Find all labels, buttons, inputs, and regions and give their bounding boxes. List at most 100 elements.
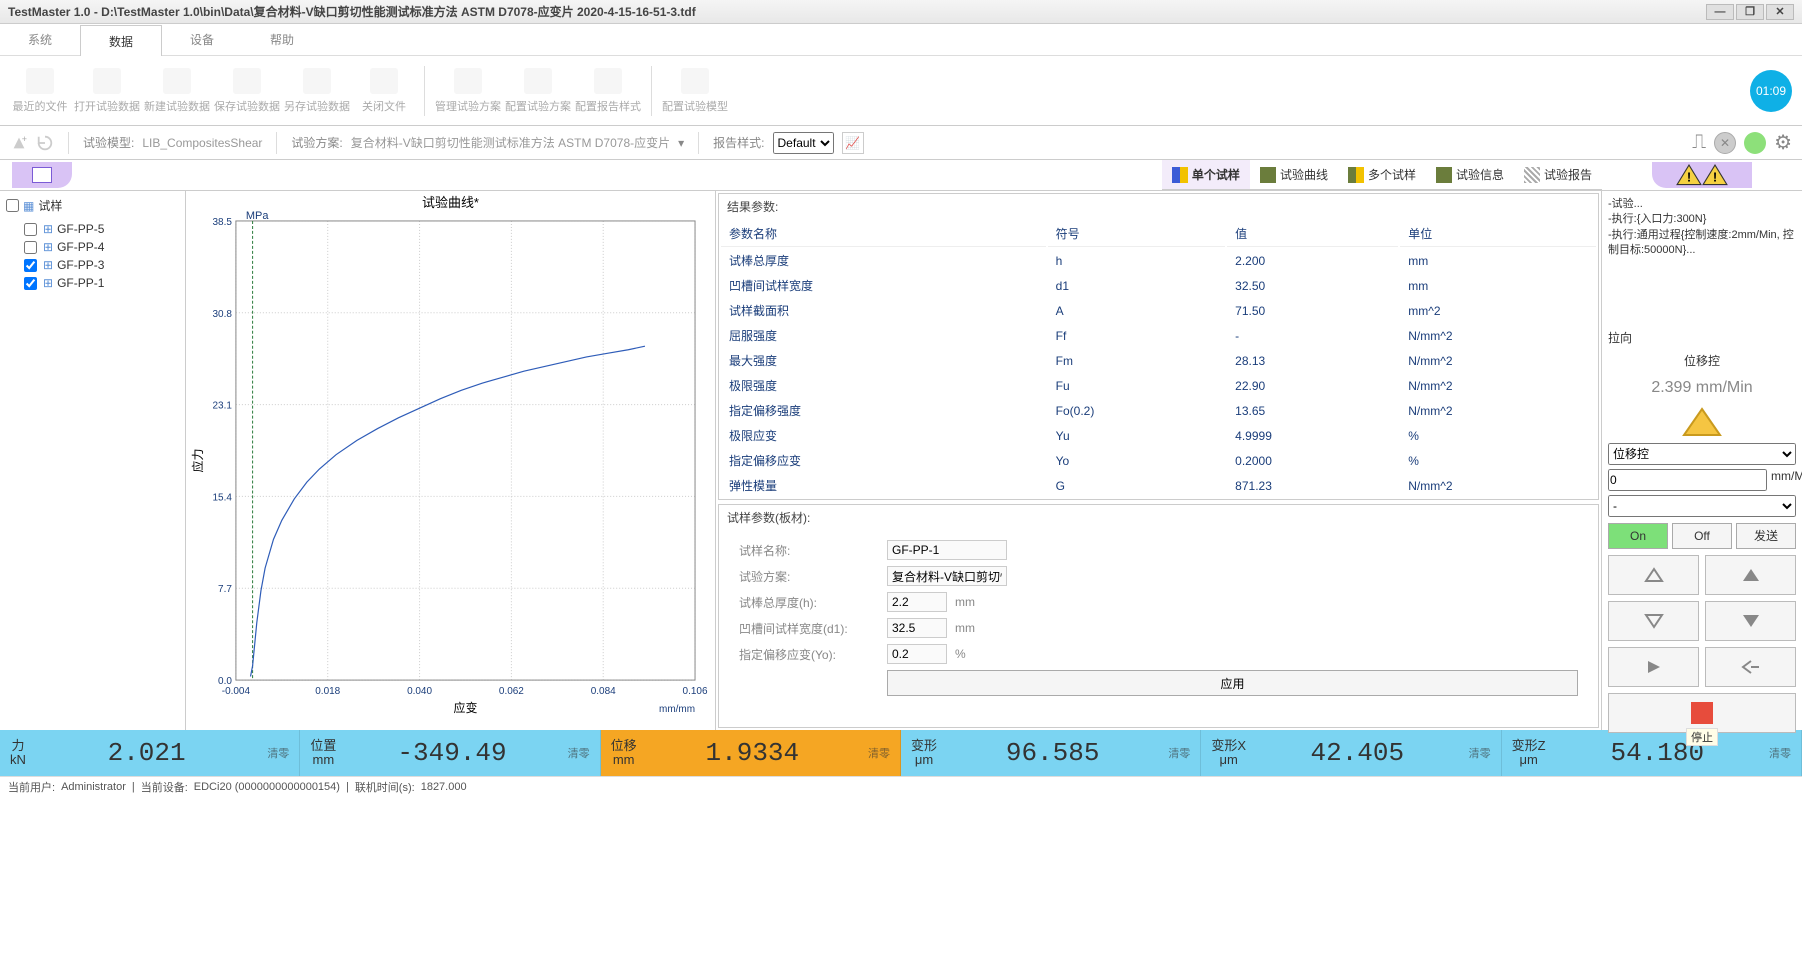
- ribbon-manage[interactable]: 管理试验方案: [435, 68, 501, 114]
- settings-icon[interactable]: ⚙: [1774, 130, 1792, 155]
- reset-button[interactable]: 清零: [1769, 745, 1791, 761]
- refresh-icon[interactable]: [36, 134, 54, 152]
- ribbon-open[interactable]: 打开试验数据: [74, 68, 140, 114]
- ribbon-config-model[interactable]: 配置试验模型: [662, 68, 728, 114]
- reset-button[interactable]: 清零: [267, 745, 289, 761]
- tab-curves[interactable]: 试验曲线: [1250, 160, 1338, 189]
- tree-item[interactable]: ⊞GF-PP-4: [6, 238, 179, 256]
- ribbon-config-plan[interactable]: 配置试验方案: [505, 68, 571, 114]
- ribbon-divider: [651, 66, 652, 116]
- ribbon: 最近的文件 打开试验数据 新建试验数据 保存试验数据 另存试验数据 关闭文件 管…: [0, 56, 1802, 126]
- jog-down-fast-button[interactable]: [1705, 601, 1796, 641]
- specimen-icon: ⊞: [43, 222, 53, 236]
- tab-report[interactable]: 试验报告: [1514, 160, 1602, 189]
- sample-plan-input[interactable]: [887, 566, 1007, 586]
- readout-力: 力kN2.021清零: [0, 730, 300, 776]
- jog-up-slow-button[interactable]: [1608, 555, 1699, 595]
- control-unit: mm/M: [1771, 469, 1802, 491]
- tree-checkbox[interactable]: [24, 241, 37, 254]
- swatch-icon: [1524, 167, 1540, 183]
- jog-down-slow-button[interactable]: [1608, 601, 1699, 641]
- off-button[interactable]: Off: [1672, 523, 1732, 549]
- reset-button[interactable]: 清零: [868, 745, 890, 761]
- jog-up-fast-button[interactable]: [1705, 555, 1796, 595]
- svg-text:0.106: 0.106: [683, 686, 708, 697]
- tree-item-label: GF-PP-1: [57, 276, 104, 290]
- swatch-icon: [1172, 167, 1188, 183]
- menu-device[interactable]: 设备: [162, 24, 242, 55]
- swatch-icon: [1348, 167, 1364, 183]
- close-button[interactable]: ✕: [1766, 4, 1794, 20]
- menu-data[interactable]: 数据: [80, 25, 162, 56]
- readout-unit: mm: [313, 753, 335, 767]
- left-corner-tab[interactable]: [12, 162, 72, 188]
- sample-d1-input[interactable]: [887, 618, 947, 638]
- add-specimen-icon[interactable]: +: [10, 134, 28, 152]
- table-row: 弹性模量G871.23N/mm^2: [721, 474, 1596, 497]
- menu-system[interactable]: 系统: [0, 24, 80, 55]
- control-extra-select[interactable]: -: [1608, 495, 1796, 517]
- report-select[interactable]: Default: [773, 132, 834, 154]
- readout-变形X: 变形Xμm42.405清零: [1201, 730, 1501, 776]
- reset-button[interactable]: 清零: [1469, 745, 1491, 761]
- play-button[interactable]: [1608, 647, 1699, 687]
- tree-root-checkbox[interactable]: [6, 199, 19, 212]
- tree-item[interactable]: ⊞GF-PP-3: [6, 256, 179, 274]
- ribbon-saveas[interactable]: 另存试验数据: [284, 68, 350, 114]
- send-button[interactable]: 发送: [1736, 523, 1796, 549]
- table-row: 凹槽间试样宽度d132.50mm: [721, 274, 1596, 297]
- results-table: 参数名称 符号 值 单位 试棒总厚度h2.200mm凹槽间试样宽度d132.50…: [719, 219, 1598, 499]
- ribbon-save[interactable]: 保存试验数据: [214, 68, 280, 114]
- machine-icon[interactable]: ⎍: [1692, 131, 1706, 154]
- ribbon-new[interactable]: 新建试验数据: [144, 68, 210, 114]
- tab-single[interactable]: 单个试样: [1162, 160, 1250, 189]
- tree-checkbox[interactable]: [24, 223, 37, 236]
- sample-d1-label: 凹槽间试样宽度(d1):: [739, 620, 879, 637]
- minimize-button[interactable]: —: [1706, 4, 1734, 20]
- tab-info[interactable]: 试验信息: [1426, 160, 1514, 189]
- tabs-row: 单个试样 试验曲线 多个试样 试验信息 试验报告 ! !: [0, 160, 1802, 190]
- reset-button[interactable]: 清零: [568, 745, 590, 761]
- sample-name-input[interactable]: [887, 540, 1007, 560]
- control-value-input[interactable]: [1608, 469, 1767, 491]
- col-name: 参数名称: [721, 221, 1046, 247]
- tree-checkbox[interactable]: [24, 259, 37, 272]
- reset-button[interactable]: 清零: [1168, 745, 1190, 761]
- tree-item[interactable]: ⊞GF-PP-5: [6, 220, 179, 238]
- status-dev-label: 当前设备:: [141, 779, 188, 795]
- tree-item[interactable]: ⊞GF-PP-1: [6, 274, 179, 292]
- readout-label: 变形Z: [1512, 739, 1546, 753]
- table-row: 试棒总厚度h2.200mm: [721, 249, 1596, 272]
- status-conn-label: 联机时间(s):: [355, 779, 415, 795]
- tab-multi[interactable]: 多个试样: [1338, 160, 1426, 189]
- sample-yo-input[interactable]: [887, 644, 947, 664]
- readout-label: 位移: [611, 739, 637, 753]
- menu-help[interactable]: 帮助: [242, 24, 322, 55]
- edit-report-icon[interactable]: 📈: [842, 132, 864, 154]
- specimen-tree: ▦试样 ⊞GF-PP-5⊞GF-PP-4⊞GF-PP-3⊞GF-PP-1: [0, 191, 186, 730]
- svg-text:0.084: 0.084: [591, 686, 616, 697]
- svg-text:0.062: 0.062: [499, 686, 524, 697]
- control-mode-select[interactable]: 位移控: [1608, 443, 1796, 465]
- svg-text:!: !: [1687, 169, 1691, 184]
- stop-button[interactable]: 停止: [1608, 693, 1796, 733]
- ribbon-close[interactable]: 关闭文件: [354, 68, 414, 114]
- dropdown-icon[interactable]: ▾: [678, 136, 684, 150]
- svg-text:23.1: 23.1: [213, 401, 233, 412]
- tree-icon: ▦: [23, 199, 34, 213]
- tree-checkbox[interactable]: [24, 277, 37, 290]
- apply-button[interactable]: 应用: [887, 670, 1578, 696]
- specimen-icon: ⊞: [43, 258, 53, 272]
- return-button[interactable]: [1705, 647, 1796, 687]
- ribbon-recent[interactable]: 最近的文件: [10, 68, 70, 114]
- sample-h-input[interactable]: [887, 592, 947, 612]
- readout-value: 96.585: [1006, 738, 1100, 768]
- svg-text:mm/mm: mm/mm: [659, 704, 695, 715]
- col-val: 值: [1227, 221, 1398, 247]
- ribbon-config-report[interactable]: 配置报告样式: [575, 68, 641, 114]
- side-control-panel: -试验... -执行:{入口力:300N} -执行:通用过程{控制速度:2mm/…: [1602, 191, 1802, 730]
- restore-button[interactable]: ❐: [1736, 4, 1764, 20]
- table-row: 屈服强度Ff-N/mm^2: [721, 324, 1596, 347]
- saveas-icon: [303, 68, 331, 94]
- on-button[interactable]: On: [1608, 523, 1668, 549]
